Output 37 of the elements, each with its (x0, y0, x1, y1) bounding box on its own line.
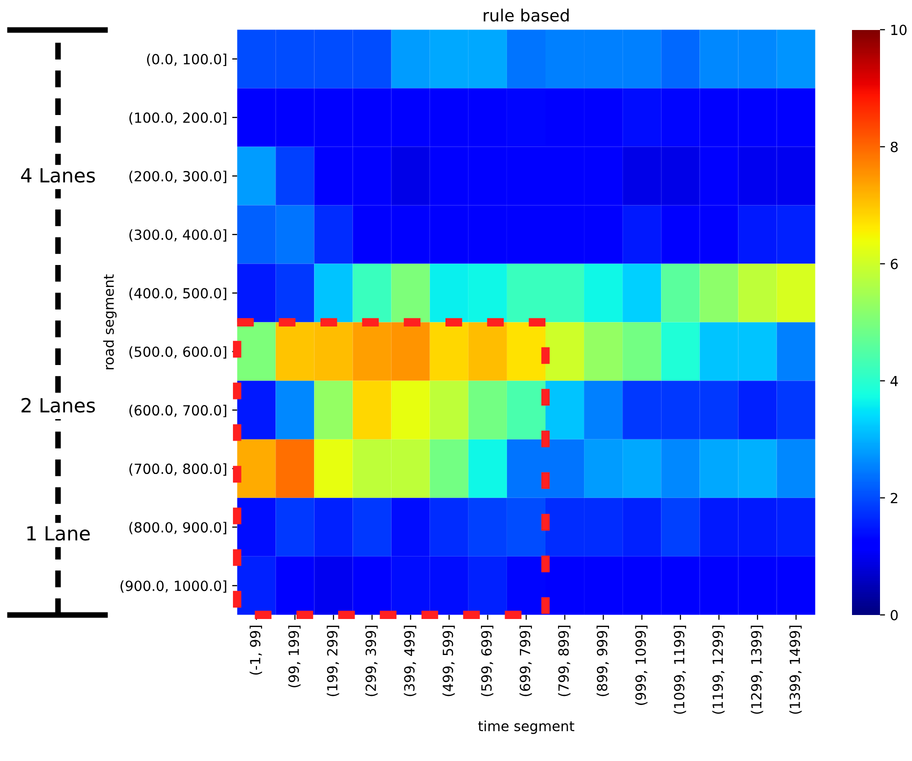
color-bar-label: 8 (890, 142, 898, 152)
x-tick-label: (999, 1099] (635, 626, 648, 705)
text: 1 Lane (27, 526, 90, 541)
y-tick-label: (0.0, 100.0] (147, 54, 226, 66)
x-tick-label: (199, 299] (326, 626, 340, 696)
x-tick-label: (1399, 1499] (789, 626, 802, 714)
y-tick-label: (200.0, 300.0] (129, 170, 226, 184)
x-tick-label: (799, 899] (558, 626, 570, 696)
x-tick-label: (1199, 1299] (712, 626, 725, 714)
x-tick-label: (1099, 1199] (674, 626, 686, 714)
x-tick-label: (99, 199] (288, 626, 301, 688)
color-bar-label: 0 (890, 610, 898, 620)
x-axis-title: time segment (478, 720, 574, 734)
text: 4 Lanes (21, 168, 95, 183)
x-tick-label: (-1, 99] (250, 626, 262, 675)
color-bar-label: 4 (890, 376, 898, 386)
text: 2 Lanes (22, 398, 95, 413)
color-bar-label: 10 (891, 24, 907, 36)
y-tick-label: (900.0, 1000.0] (120, 580, 226, 593)
x-tick-label: (399, 499] (404, 626, 416, 696)
x-tick-label: (499, 599] (442, 626, 455, 696)
color-bar-label: 2 (890, 492, 898, 504)
y-tick-label: (100.0, 200.0] (129, 112, 226, 125)
y-tick-label: (800.0, 900.0] (129, 522, 226, 534)
y-tick-label: (400.0, 500.0] (129, 288, 226, 300)
color-bar-label: 6 (890, 258, 898, 270)
y-axis-title: road segment (103, 274, 117, 370)
y-tick-label: (700.0, 800.0] (129, 463, 226, 476)
x-tick-label: (699, 799] (520, 626, 532, 696)
x-tick-label: (599, 699] (480, 626, 494, 696)
chart-title: rule based (484, 8, 569, 22)
x-tick-label: (899, 999] (596, 626, 609, 696)
y-tick-label: (300.0, 400.0] (129, 229, 226, 242)
y-tick-label: (500.0, 600.0] (129, 346, 226, 359)
x-tick-label: (1299, 1399] (750, 626, 764, 714)
y-tick-label: (600.0, 700.0] (129, 404, 226, 418)
x-tick-label: (299, 399] (365, 626, 378, 696)
